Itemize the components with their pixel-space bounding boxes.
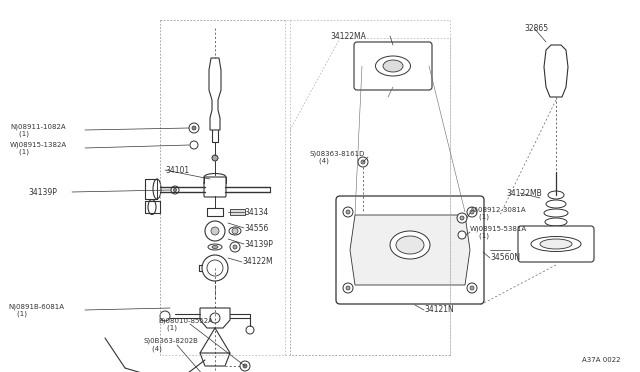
Ellipse shape bbox=[212, 246, 218, 248]
Circle shape bbox=[212, 155, 218, 161]
Circle shape bbox=[470, 286, 474, 290]
Ellipse shape bbox=[204, 180, 226, 186]
Ellipse shape bbox=[545, 218, 567, 226]
Circle shape bbox=[243, 364, 247, 368]
Text: 34139P: 34139P bbox=[28, 187, 57, 196]
Circle shape bbox=[192, 126, 196, 130]
Text: 34556: 34556 bbox=[244, 224, 268, 232]
Ellipse shape bbox=[153, 179, 161, 199]
Ellipse shape bbox=[204, 173, 226, 180]
Circle shape bbox=[358, 157, 368, 167]
Text: A37A 0022: A37A 0022 bbox=[582, 357, 620, 363]
Circle shape bbox=[460, 216, 464, 220]
Text: 34122M: 34122M bbox=[242, 257, 273, 266]
Circle shape bbox=[173, 189, 177, 192]
Circle shape bbox=[202, 255, 228, 281]
Circle shape bbox=[207, 260, 223, 276]
Ellipse shape bbox=[396, 236, 424, 254]
Polygon shape bbox=[230, 209, 245, 215]
Circle shape bbox=[240, 361, 250, 371]
Ellipse shape bbox=[383, 60, 403, 72]
Text: S)0B363-8202B
    (4): S)0B363-8202B (4) bbox=[143, 338, 198, 352]
Circle shape bbox=[361, 160, 365, 164]
Text: W)08915-5381A
    (1): W)08915-5381A (1) bbox=[470, 225, 527, 239]
Circle shape bbox=[457, 213, 467, 223]
Ellipse shape bbox=[390, 231, 430, 259]
Circle shape bbox=[210, 313, 220, 323]
Circle shape bbox=[346, 286, 350, 290]
Circle shape bbox=[189, 123, 199, 133]
Text: 32865: 32865 bbox=[524, 23, 548, 32]
Ellipse shape bbox=[540, 239, 572, 249]
FancyBboxPatch shape bbox=[336, 196, 484, 304]
FancyBboxPatch shape bbox=[518, 226, 594, 262]
Text: N)08912-3081A
    (1): N)08912-3081A (1) bbox=[470, 206, 525, 220]
Circle shape bbox=[233, 245, 237, 249]
Text: W)08915-1382A
    (1): W)08915-1382A (1) bbox=[10, 141, 67, 155]
Polygon shape bbox=[200, 308, 230, 328]
Text: 34122MB: 34122MB bbox=[506, 189, 541, 198]
Circle shape bbox=[190, 141, 198, 149]
Ellipse shape bbox=[544, 209, 568, 217]
Text: B)08010-8552A
    (1): B)08010-8552A (1) bbox=[158, 317, 213, 331]
Text: 34139P: 34139P bbox=[244, 240, 273, 248]
FancyBboxPatch shape bbox=[354, 42, 432, 90]
Ellipse shape bbox=[531, 237, 581, 251]
Ellipse shape bbox=[229, 227, 241, 235]
Polygon shape bbox=[200, 353, 230, 366]
Circle shape bbox=[343, 207, 353, 217]
Polygon shape bbox=[350, 215, 470, 285]
Text: 34122MA: 34122MA bbox=[330, 32, 366, 41]
Circle shape bbox=[467, 207, 477, 217]
Ellipse shape bbox=[548, 191, 564, 199]
Text: 34134: 34134 bbox=[244, 208, 268, 217]
Circle shape bbox=[467, 283, 477, 293]
Circle shape bbox=[458, 231, 466, 239]
Ellipse shape bbox=[208, 244, 222, 250]
FancyBboxPatch shape bbox=[204, 177, 226, 197]
Text: 34560N: 34560N bbox=[490, 253, 520, 263]
Text: 34101: 34101 bbox=[165, 166, 189, 174]
Ellipse shape bbox=[148, 199, 156, 215]
Ellipse shape bbox=[546, 200, 566, 208]
Circle shape bbox=[205, 221, 225, 241]
Text: N)08911-1082A
    (1): N)08911-1082A (1) bbox=[10, 123, 66, 137]
Circle shape bbox=[246, 326, 254, 334]
Ellipse shape bbox=[376, 56, 410, 76]
Circle shape bbox=[343, 283, 353, 293]
Polygon shape bbox=[209, 58, 221, 130]
Polygon shape bbox=[544, 45, 568, 97]
Text: S)08363-8161D
    (4): S)08363-8161D (4) bbox=[310, 150, 365, 164]
Text: N)0891B-6081A
    (1): N)0891B-6081A (1) bbox=[8, 303, 64, 317]
Circle shape bbox=[230, 242, 240, 252]
Circle shape bbox=[211, 227, 219, 235]
Circle shape bbox=[160, 311, 170, 321]
Circle shape bbox=[346, 210, 350, 214]
Circle shape bbox=[171, 186, 179, 194]
Circle shape bbox=[470, 210, 474, 214]
Circle shape bbox=[232, 228, 238, 234]
Text: 34121N: 34121N bbox=[424, 305, 454, 314]
